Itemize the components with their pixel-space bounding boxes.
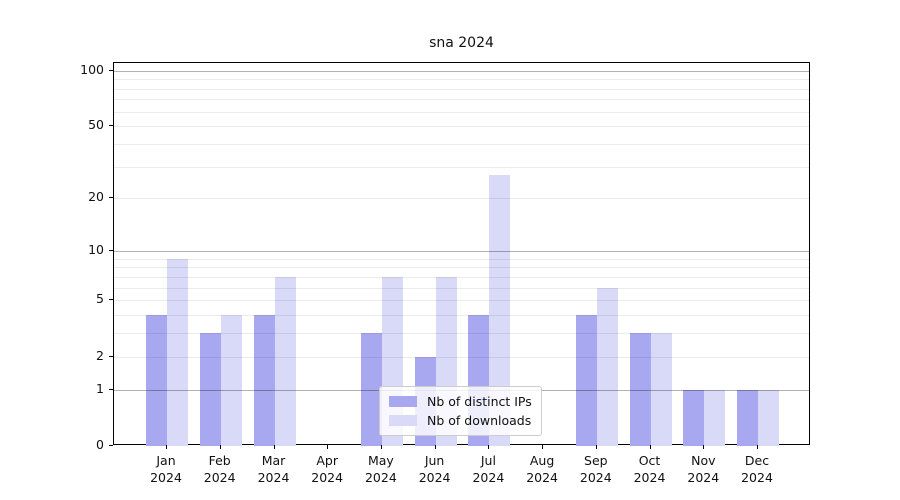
y-tick-label-50: 50 xyxy=(88,117,104,133)
gridline-5 xyxy=(114,300,809,302)
x-tick-mark-jun xyxy=(434,445,436,449)
y-tick-label-1: 1 xyxy=(96,380,104,396)
bar-oct-ips xyxy=(629,333,651,446)
gridline-80 xyxy=(114,88,809,90)
x-tick-label-jul: Jul 2024 xyxy=(472,453,505,485)
bar-jan-ips xyxy=(146,315,167,446)
chart-title: sna 2024 xyxy=(429,35,494,51)
x-tick-label-apr: Apr 2024 xyxy=(311,453,344,485)
y-tick-label-5: 5 xyxy=(96,291,104,307)
x-tick-label-feb: Feb 2024 xyxy=(203,453,236,485)
x-tick-mark-jan xyxy=(166,445,167,449)
x-tick-label-oct: Oct 2024 xyxy=(633,453,666,485)
x-tick-label-sep: Sep 2024 xyxy=(579,453,612,485)
x-tick-label-dec: Dec 2024 xyxy=(741,453,773,485)
y-tick-mark-20 xyxy=(109,197,113,199)
gridline-7 xyxy=(114,276,809,278)
x-tick-mark-oct xyxy=(649,445,651,449)
gridline-4 xyxy=(114,315,809,317)
gridline-9 xyxy=(114,258,809,260)
x-tick-label-nov: Nov 2024 xyxy=(687,453,720,485)
bar-nov-downloads xyxy=(704,389,726,446)
gridline-20 xyxy=(114,198,809,200)
bar-oct-downloads xyxy=(650,333,672,446)
y-tick-label-100: 100 xyxy=(80,61,104,77)
legend-item-downloads: Nb of downloads xyxy=(389,413,532,428)
y-tick-label-20: 20 xyxy=(88,189,104,205)
gridline-40 xyxy=(114,144,809,145)
legend-item-label: Nb of downloads xyxy=(427,413,532,428)
distinct-ips-swatch-icon xyxy=(389,396,417,407)
bar-feb-downloads xyxy=(220,315,242,446)
x-tick-mark-feb xyxy=(219,445,221,449)
y-tick-mark-50 xyxy=(109,125,113,127)
x-tick-label-jun: Jun 2024 xyxy=(418,453,451,485)
bar-nov-ips xyxy=(683,389,705,446)
x-tick-mark-apr xyxy=(327,445,329,449)
y-tick-label-0: 0 xyxy=(96,437,104,452)
y-tick-label-10: 10 xyxy=(88,242,104,257)
gridline-90 xyxy=(114,79,809,81)
bar-mar-downloads xyxy=(274,276,296,446)
bar-dec-ips xyxy=(737,389,758,446)
gridline-60 xyxy=(114,111,809,113)
bar-jul-downloads xyxy=(489,175,511,446)
x-tick-label-jan: Jan 2024 xyxy=(150,453,182,485)
bar-mar-ips xyxy=(253,315,275,446)
bar-dec-downloads xyxy=(758,389,779,446)
gridline-3 xyxy=(114,333,809,335)
gridline-100 xyxy=(114,70,809,72)
y-tick-mark-1 xyxy=(109,388,113,390)
y-tick-mark-10 xyxy=(109,250,113,251)
gridline-10 xyxy=(114,251,809,252)
gridline-6 xyxy=(114,287,809,289)
legend-item-distinct-ips: Nb of distinct IPs xyxy=(389,394,532,409)
y-tick-mark-0 xyxy=(109,445,113,446)
downloads-swatch-icon xyxy=(389,415,417,426)
bar-may-ips xyxy=(360,333,382,446)
gridline-8 xyxy=(114,267,809,269)
x-tick-label-aug: Aug 2024 xyxy=(526,453,558,485)
x-tick-mark-dec xyxy=(757,445,758,449)
x-tick-mark-mar xyxy=(273,445,275,449)
y-tick-mark-100 xyxy=(109,69,113,71)
gridline-50 xyxy=(114,126,809,128)
gridline-70 xyxy=(114,99,809,101)
legend: Nb of distinct IPs Nb of downloads xyxy=(379,386,542,436)
x-tick-mark-sep xyxy=(595,445,597,449)
bar-feb-ips xyxy=(199,333,221,446)
x-tick-mark-jul xyxy=(488,445,490,449)
bar-sep-ips xyxy=(575,315,597,446)
plot-area: Nb of distinct IPs Nb of downloads xyxy=(113,62,810,446)
y-tick-mark-5 xyxy=(109,299,113,301)
y-tick-mark-2 xyxy=(109,355,113,357)
bar-jan-downloads xyxy=(167,258,188,446)
bar-sep-downloads xyxy=(596,287,618,446)
x-tick-label-may: May 2024 xyxy=(364,453,397,485)
gridline-2 xyxy=(114,356,809,358)
y-tick-label-2: 2 xyxy=(96,347,104,363)
gridline-30 xyxy=(114,166,809,168)
x-tick-mark-nov xyxy=(703,445,705,449)
legend-item-label: Nb of distinct IPs xyxy=(427,394,532,409)
x-tick-mark-may xyxy=(380,445,382,449)
x-tick-label-mar: Mar 2024 xyxy=(257,453,290,485)
x-tick-mark-aug xyxy=(542,445,544,449)
